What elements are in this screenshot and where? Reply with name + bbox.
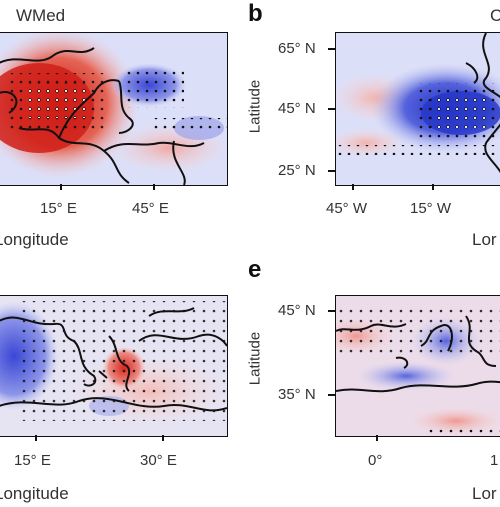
panel-e-x-tick-label-1: 0°: [368, 452, 383, 469]
panel-b-y-tick-2: [328, 108, 335, 110]
panel-b-y-tick-1: [328, 48, 335, 50]
panel-a-map: [0, 32, 228, 186]
panel-d-x-tick-label-2: 30° E: [140, 452, 177, 469]
panel-b-title-fragment: C: [490, 6, 500, 25]
panel-a-title: WMed: [16, 6, 66, 25]
panel-d-x-axis-label: Longitude: [0, 484, 69, 503]
panel-a-x-axis-label: Longitude: [0, 230, 69, 249]
panel-b-letter: b: [248, 0, 263, 27]
panel-a-x-tick-label-1: 15° E: [40, 200, 77, 217]
panel-b-x-tick-label-1: 45° W: [326, 200, 368, 217]
panel-a-x-tick-2: [153, 184, 155, 190]
panel-d-map: [0, 295, 228, 437]
panel-e-y-tick-2: [328, 394, 335, 396]
panel-b-map: [335, 32, 500, 186]
panel-e-y-tick-label-1: 45° N: [278, 302, 316, 319]
panel-e-y-tick-label-2: 35° N: [278, 386, 316, 403]
panel-b-y-axis-label: Latitude: [246, 79, 264, 134]
panel-e-x-tick-label-2: 1: [490, 452, 499, 469]
panel-b-y-tick-label-2: 45° N: [278, 100, 316, 117]
panel-b-x-tick-label-2: 15° W: [410, 200, 452, 217]
panel-b-y-tick-label-3: 25° N: [278, 162, 316, 179]
panel-e-y-tick-1: [328, 310, 335, 312]
panel-a-x-tick-label-2: 45° E: [132, 200, 169, 217]
panel-b-y-tick-label-1: 65° N: [278, 40, 316, 57]
panel-e-y-axis-label: Latitude: [246, 331, 264, 386]
panel-e-x-axis-label-fragment: Lor: [472, 484, 497, 503]
panel-e-letter: e: [248, 256, 262, 283]
panel-e-map: [335, 295, 500, 437]
panel-d-x-tick-1: [35, 435, 37, 441]
panel-d-x-tick-2: [162, 435, 164, 441]
panel-a-x-tick-1: [60, 184, 62, 190]
panel-b-y-tick-3: [328, 170, 335, 172]
panel-b-x-tick-1: [352, 184, 354, 190]
panel-e-x-tick-1: [376, 435, 378, 441]
panel-d-x-tick-label-1: 15° E: [14, 452, 51, 469]
panel-b-x-axis-label-fragment: Lor: [472, 230, 497, 249]
panel-b-x-tick-2: [432, 184, 434, 190]
